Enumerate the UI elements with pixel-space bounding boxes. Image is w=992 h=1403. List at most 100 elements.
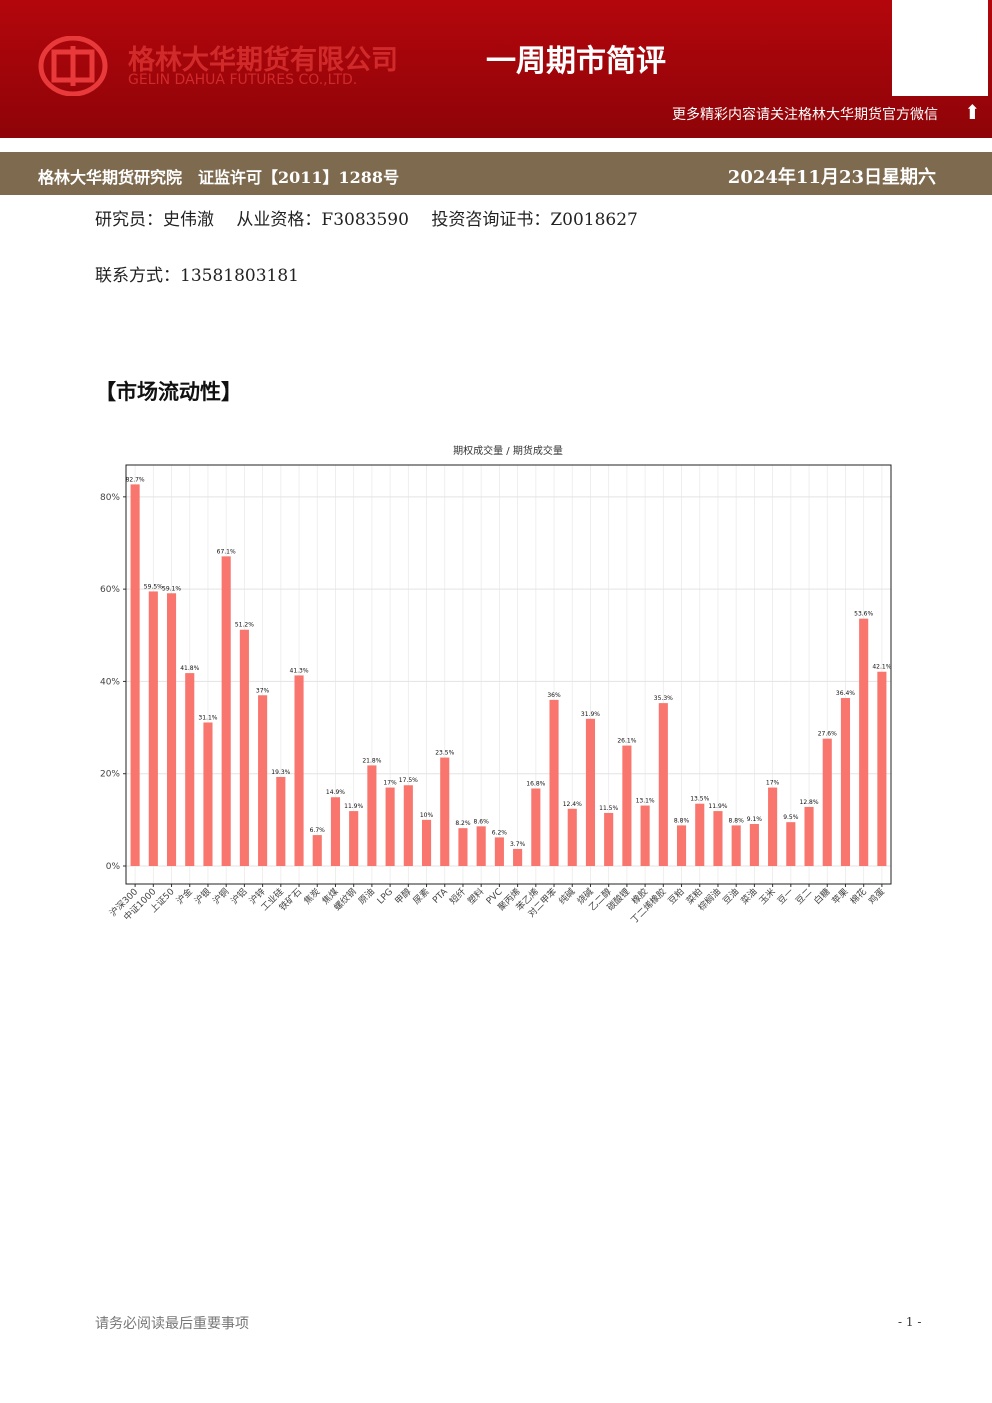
company-cn: 格林大华期货有限公司 [128,45,398,76]
wechat-note: 更多精彩内容请关注格林大华期货官方微信 [672,107,938,123]
x-tick-label: 沪铜 [210,886,231,907]
value-label: 8.8% [674,817,690,824]
bar [804,806,814,867]
x-tick-label: 豆粕 [665,886,686,907]
value-label: 11.9% [344,803,363,810]
report-title: 一周期市简评 [486,44,666,79]
x-tick-label: 沪银 [192,886,213,907]
value-label: 8.8% [729,817,745,824]
value-label: 12.4% [563,801,582,808]
x-tick-label: 白糖 [811,886,832,907]
bar [440,757,450,867]
bar [622,745,632,867]
bar [476,826,486,867]
bar [859,618,869,867]
bar [239,629,249,867]
value-label: 42.1% [872,664,891,671]
bar [731,825,741,867]
chart-title: 期权成交量 / 期货成交量 [453,444,563,457]
x-tick-label: 短纤 [447,886,468,907]
value-label: 17% [383,780,397,787]
x-tick-label: 原油 [356,886,377,907]
bar [221,556,231,867]
bar [513,848,523,867]
value-label: 17% [766,780,780,787]
x-tick-label: 沪金 [174,886,195,907]
bar [713,811,723,867]
value-label: 9.5% [783,814,799,821]
bar [148,591,158,867]
x-tick-label: 甲醇 [392,886,413,907]
value-label: 26.1% [617,738,636,745]
value-label: 59.5% [144,583,163,590]
value-label: 14.9% [326,789,345,796]
x-tick-label: 尿素 [410,886,431,907]
x-tick-label: 鸡蛋 [866,886,887,907]
value-label: 41.8% [180,665,199,672]
value-label: 6.7% [310,827,326,834]
section-title: 【市场流动性】 [95,380,242,404]
bar [203,722,213,867]
x-tick-label: 沪铝 [228,886,249,907]
page-number: - 1 - [898,1315,922,1329]
value-label: 35.3% [654,695,673,702]
bar [768,787,778,867]
bar [531,788,541,867]
value-label: 19.3% [271,769,290,776]
bar [367,765,377,867]
value-label: 51.2% [235,622,254,629]
x-tick-label: 苹果 [829,886,850,907]
date: 2024年11月23日星期六 [727,167,936,188]
value-label: 6.2% [492,829,508,836]
bar [258,695,268,867]
value-label: 12.8% [800,799,819,806]
bar [676,825,687,867]
qr-code [892,0,988,96]
bar [185,673,195,867]
x-tick-label: 丁二烯橡胶 [628,886,668,926]
chart: 期权成交量 / 期货成交量 0%20%40%60%80%82.7%沪深30059… [100,444,892,926]
value-label: 27.6% [818,731,837,738]
contact: 联系方式：13581803181 [95,266,299,286]
bar [822,738,832,867]
bar [877,671,887,867]
footer-notice: 请务必阅读最后重要事项 [95,1316,249,1332]
bar [549,699,559,867]
value-label: 9.1% [747,816,763,823]
company-en: GELIN DAHUA FUTURES CO.,LTD. [128,72,358,88]
y-tick-label: 20% [100,770,120,780]
y-tick-label: 0% [106,862,121,872]
plot-frame [125,464,892,885]
bar [130,484,140,867]
banner: 格林大华期货研究院 证监许可【2011】1288号 2024年11月23日星期六 [0,152,992,195]
value-label: 8.2% [455,820,471,827]
value-label: 31.1% [198,714,217,721]
y-tick-label: 80% [100,493,120,503]
bar [312,835,322,867]
x-tick-label: PTA [431,886,450,905]
bar [494,837,504,867]
value-label: 11.5% [599,805,618,812]
x-tick-label: LPG [376,887,395,906]
value-label: 21.8% [362,757,381,764]
x-tick-label: 棉花 [848,886,869,907]
bar [585,718,596,867]
x-tick-label: 玉米 [757,886,778,907]
bar [749,824,759,867]
value-label: 3.7% [510,841,526,848]
bar [786,822,796,867]
bar [276,776,286,867]
bar [658,703,668,867]
x-tick-label: 豆一 [775,886,796,907]
value-label: 36% [547,692,561,699]
value-label: 13.1% [636,798,655,805]
value-label: 23.5% [435,750,454,757]
bar [840,698,851,867]
value-label: 41.3% [290,667,309,674]
value-label: 16.8% [526,780,545,787]
y-tick-label: 60% [100,585,120,595]
bar [458,828,468,867]
logo [38,36,108,96]
value-label: 59.1% [162,585,181,592]
bar [294,675,304,867]
